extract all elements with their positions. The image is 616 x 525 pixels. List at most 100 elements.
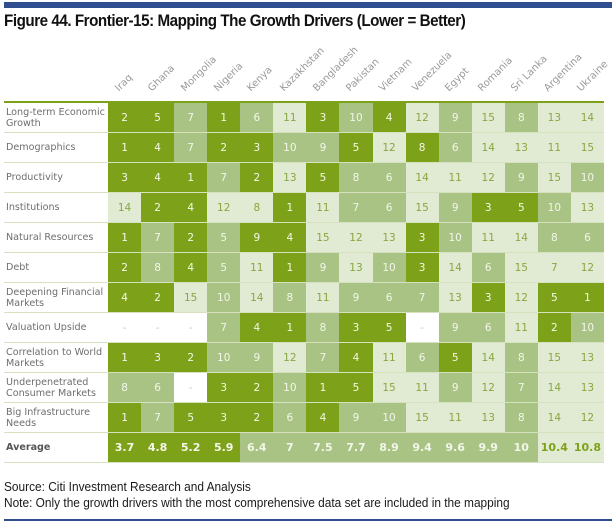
heatmap-cell: 10 xyxy=(372,403,406,432)
table-row: Long-term Economic Growth 2 5 7 1 6 11 3 10 4 12 9 1… xyxy=(4,103,604,133)
heatmap-cell: 5 xyxy=(339,133,373,162)
heatmap-cell: 15 xyxy=(504,253,538,282)
average-cell: 5.9 xyxy=(207,433,241,462)
heatmap-cell: 13 xyxy=(570,373,604,402)
table-row: Debt 2 8 4 5 11 1 9 13 10 3 14 6 15 7 12 xyxy=(4,253,604,283)
heatmap-cell: 2 xyxy=(207,133,241,162)
heatmap-cell: 8 xyxy=(504,103,538,132)
heatmap-cell: 4 xyxy=(339,343,373,372)
heatmap-cell: 10 xyxy=(207,283,241,312)
heatmap-cell: 11 xyxy=(471,223,505,252)
heatmap-cell: 4 xyxy=(174,253,208,282)
average-cell: 3.7 xyxy=(108,433,142,462)
heatmap-cell: - xyxy=(141,313,175,342)
heatmap-cell: 2 xyxy=(141,193,175,222)
heatmap-cell: 10 xyxy=(339,103,373,132)
heatmap-cell: 13 xyxy=(570,343,604,372)
heatmap-cell: - xyxy=(174,313,208,342)
heatmap-cell: 6 xyxy=(240,103,274,132)
heatmap-cell: 1 xyxy=(273,313,307,342)
heatmap-cell: 14 xyxy=(504,223,538,252)
heatmap-cell: 6 xyxy=(141,373,175,402)
column-header: Mongolia xyxy=(178,54,219,94)
table-row: Correlation to World Markets 1 3 2 10 9 12 7 4 11… xyxy=(4,343,604,373)
bottom-rule xyxy=(4,519,612,521)
heatmap-cell: 8 xyxy=(504,343,538,372)
heatmap-cell: 10 xyxy=(570,163,604,192)
heatmap-cell: 10 xyxy=(438,223,472,252)
table-row: Big Infrastructure Needs 1 7 5 3 2 6 4 9 10 15 11 13… xyxy=(4,403,604,433)
heatmap-cell: 9 xyxy=(339,403,373,432)
heatmap-cell: 9 xyxy=(438,193,472,222)
heatmap-cell: 11 xyxy=(405,373,439,402)
heatmap-cell: 8 xyxy=(240,193,274,222)
average-row: Average 3.7 4.8 5.2 5.9 6.4 7 7.5 7.7 8.9 9.4 9.6 9.… xyxy=(4,433,604,463)
heatmap-cell: 15 xyxy=(405,193,439,222)
heatmap-cell: 8 xyxy=(537,223,571,252)
heatmap-cell: 15 xyxy=(372,373,406,402)
heatmap-cell: 7 xyxy=(537,253,571,282)
heatmap-cell: 11 xyxy=(372,343,406,372)
average-cell: 10.4 xyxy=(537,433,571,462)
average-cell: 9.4 xyxy=(405,433,439,462)
heatmap-cell: 10 xyxy=(372,253,406,282)
heatmap-cell: 6 xyxy=(405,343,439,372)
heatmap-cell: 15 xyxy=(570,133,604,162)
heatmap-cell: 12 xyxy=(405,103,439,132)
heatmap-cell: 11 xyxy=(306,283,340,312)
heatmap-cell: 14 xyxy=(471,133,505,162)
heatmap-cell: 1 xyxy=(207,103,241,132)
heatmap-cell: 14 xyxy=(240,283,274,312)
heatmap-cell: 9 xyxy=(438,103,472,132)
row-label: Productivity xyxy=(4,163,108,192)
row-label: Underpenetrated Consumer Markets xyxy=(4,373,108,402)
heatmap-cell: 6 xyxy=(372,193,406,222)
heatmap-cell: 8 xyxy=(405,133,439,162)
column-header: Ukraine xyxy=(575,58,611,94)
heatmap-cell: 3 xyxy=(108,163,142,192)
row-label: Long-term Economic Growth xyxy=(4,103,108,132)
heatmap-cell: 9 xyxy=(438,373,472,402)
heatmap-cell: 3 xyxy=(339,313,373,342)
heatmap-cell: 3 xyxy=(471,193,505,222)
heatmap-table: Long-term Economic Growth 2 5 7 1 6 11 3 10 4 12 9 1… xyxy=(4,101,604,463)
heatmap-cell: 4 xyxy=(108,283,142,312)
heatmap-cell: 1 xyxy=(273,193,307,222)
heatmap-cell: 13 xyxy=(471,403,505,432)
average-cell: 9.6 xyxy=(438,433,472,462)
heatmap-cell: 11 xyxy=(273,103,307,132)
heatmap-cell: 4 xyxy=(174,193,208,222)
heatmap-cell: 14 xyxy=(537,373,571,402)
heatmap-cell: 8 xyxy=(108,373,142,402)
figure-footer: Source: Citi Investment Research and Ana… xyxy=(4,479,510,511)
average-cell: 4.8 xyxy=(141,433,175,462)
heatmap-cell: 12 xyxy=(570,253,604,282)
heatmap-cell: 14 xyxy=(405,163,439,192)
heatmap-cell: 6 xyxy=(570,223,604,252)
heatmap-cell: 7 xyxy=(405,283,439,312)
heatmap-cell: 3 xyxy=(405,253,439,282)
row-label: Valuation Upside xyxy=(4,313,108,342)
heatmap-cell: 5 xyxy=(339,373,373,402)
heatmap-cell: 7 xyxy=(207,313,241,342)
average-cell: 10.8 xyxy=(570,433,604,462)
heatmap-cell: 7 xyxy=(174,103,208,132)
heatmap-cell: 14 xyxy=(537,403,571,432)
table-row: Institutions 14 2 4 12 8 1 11 7 6 15 9 3 5 10 13 xyxy=(4,193,604,223)
heatmap-cell: 7 xyxy=(504,373,538,402)
column-headers: Iraq Ghana Mongolia Nigeria Kenya Kazakhstan B… xyxy=(108,30,611,100)
heatmap-cell: 10 xyxy=(537,193,571,222)
table-row: Underpenetrated Consumer Markets 8 6-3 2 10 1… xyxy=(4,373,604,403)
heatmap-cell: 13 xyxy=(504,133,538,162)
heatmap-cell: 6 xyxy=(273,403,307,432)
heatmap-cell: 7 xyxy=(174,133,208,162)
heatmap-cell: 9 xyxy=(504,163,538,192)
heatmap-cell: 13 xyxy=(372,223,406,252)
heatmap-cell: 3 xyxy=(306,103,340,132)
heatmap-cell: 1 xyxy=(108,403,142,432)
heatmap-cell: 2 xyxy=(174,343,208,372)
heatmap-cell: 1 xyxy=(108,343,142,372)
heatmap-cell: 13 xyxy=(537,103,571,132)
heatmap-cell: 5 xyxy=(372,313,406,342)
heatmap-cell: 13 xyxy=(273,163,307,192)
